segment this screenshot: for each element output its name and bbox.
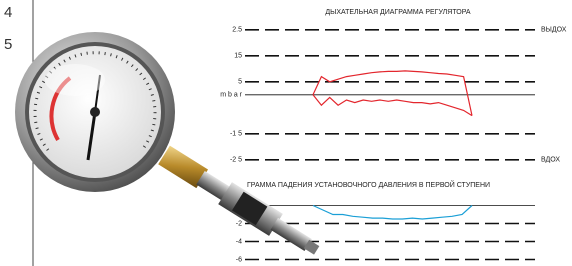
page-number: 5: [4, 36, 12, 53]
page-number: 4: [4, 4, 12, 21]
y-tick-label: 15: [234, 53, 242, 60]
y-tick-label: -2 5: [230, 157, 242, 164]
annotation: ВЫДОХ: [541, 27, 567, 34]
data-line: [313, 206, 472, 220]
y-tick-label: 5: [238, 79, 242, 86]
chart-title: ГРАММА ПАДЕНИЯ УСТАНОВОЧНОГО ДАВЛЕНИЯ В …: [247, 180, 490, 189]
y-tick-label: -4: [236, 238, 242, 245]
gauge-photo: [15, 32, 324, 261]
data-line: [313, 71, 472, 116]
y-tick-label: -6: [236, 256, 242, 263]
y-tick-label: 2.5: [232, 27, 242, 34]
y-tick-label: -2: [236, 220, 242, 227]
data-line: [313, 95, 472, 116]
y-tick-label: m b a r: [220, 92, 242, 99]
chart-title: ДЫХАТЕЛЬНАЯ ДИАГРАММА РЕГУЛЯТОРА: [325, 9, 471, 16]
annotation: ВДОХ: [541, 157, 560, 164]
y-tick-label: -1 5: [230, 131, 242, 138]
page: 4 5 ДЫХАТЕЛЬНАЯ ДИАГРАММА РЕГУЛЯТОРА 2.5 1…: [0, 0, 572, 266]
